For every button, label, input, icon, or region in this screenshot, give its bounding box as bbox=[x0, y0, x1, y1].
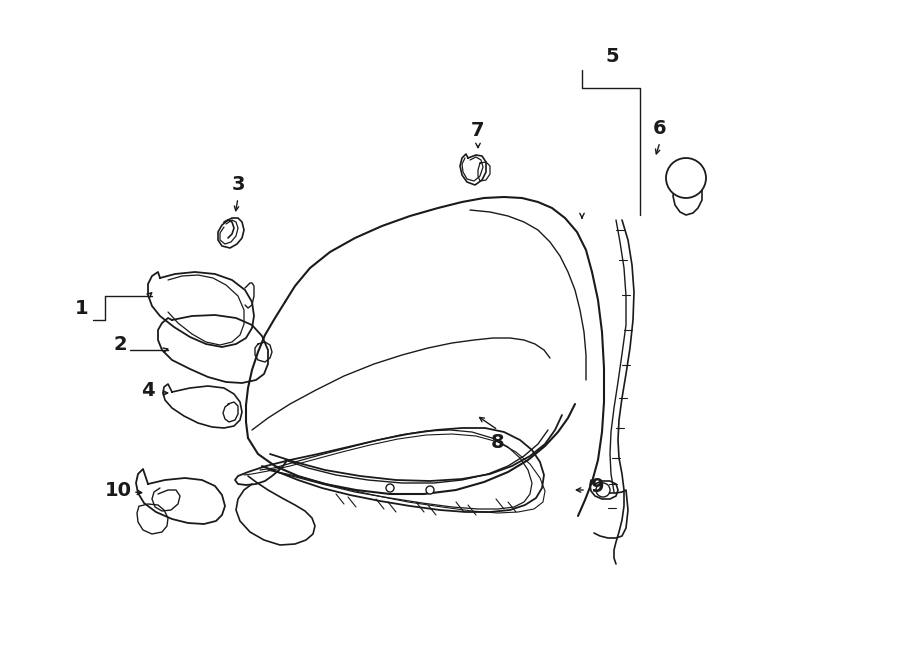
Text: 8: 8 bbox=[491, 432, 505, 451]
Text: 2: 2 bbox=[113, 336, 127, 354]
Text: 6: 6 bbox=[653, 118, 667, 137]
Text: 4: 4 bbox=[141, 381, 155, 399]
Text: 9: 9 bbox=[591, 477, 605, 496]
Text: 5: 5 bbox=[605, 46, 619, 65]
Circle shape bbox=[666, 158, 706, 198]
Circle shape bbox=[596, 483, 610, 497]
Circle shape bbox=[386, 484, 394, 492]
Text: 10: 10 bbox=[104, 481, 131, 500]
Text: 1: 1 bbox=[76, 299, 89, 317]
Text: 7: 7 bbox=[472, 120, 485, 139]
Circle shape bbox=[426, 486, 434, 494]
Text: 3: 3 bbox=[231, 176, 245, 194]
